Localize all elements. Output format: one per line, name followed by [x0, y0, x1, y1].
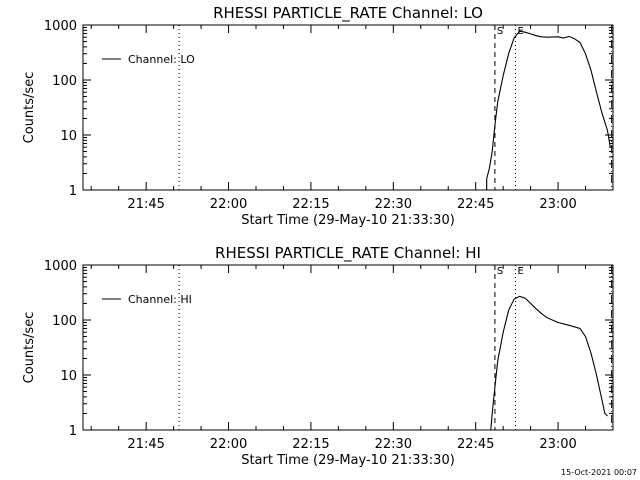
- y-axis-label: Counts/sec: [22, 72, 37, 144]
- chart-panel-hi: RHESSI PARTICLE_RATE Channel: HI Start Ti…: [22, 244, 614, 468]
- time-marker-label: S: [497, 26, 503, 37]
- legend-label: Channel: HI: [128, 293, 192, 306]
- time-marker-label: S: [497, 266, 503, 277]
- y-tick-label: 1: [69, 424, 77, 439]
- x-tick-label: 22:45: [457, 437, 494, 452]
- chart-panel-lo: RHESSI PARTICLE_RATE Channel: LO Start Ti…: [22, 4, 614, 228]
- chart-title: RHESSI PARTICLE_RATE Channel: HI: [215, 244, 481, 263]
- plot-frame: [82, 264, 614, 431]
- time-marker-label: E: [518, 266, 524, 277]
- y-tick-label: 100: [52, 314, 77, 329]
- x-tick-label: 23:00: [539, 197, 576, 212]
- plot-frame: [82, 24, 614, 191]
- y-tick-label: 10: [60, 369, 77, 384]
- chart-title: RHESSI PARTICLE_RATE Channel: LO: [213, 4, 483, 23]
- x-tick-label: 22:15: [292, 197, 329, 212]
- x-tick-label: 21:45: [127, 197, 164, 212]
- x-tick-label: 22:00: [210, 437, 247, 452]
- x-tick-label: 22:00: [210, 197, 247, 212]
- y-tick-label: 10: [60, 129, 77, 144]
- y-tick-label: 1: [69, 184, 77, 199]
- y-tick-label: 1000: [44, 19, 77, 34]
- x-tick-label: 22:45: [457, 197, 494, 212]
- x-tick-label: 21:45: [127, 437, 164, 452]
- y-axis-label: Counts/sec: [22, 312, 37, 384]
- x-tick-label: 23:00: [539, 437, 576, 452]
- x-tick-label: 22:30: [375, 197, 412, 212]
- series-line: [486, 30, 611, 190]
- x-tick-label: 22:30: [375, 437, 412, 452]
- y-tick-label: 1000: [44, 259, 77, 274]
- legend-label: Channel: LO: [128, 53, 195, 66]
- footer-timestamp: 15-Oct-2021 00:07: [561, 468, 637, 477]
- y-tick-label: 100: [52, 74, 77, 89]
- x-axis-label: Start Time (29-May-10 21:33:30): [241, 453, 455, 468]
- series-line: [490, 295, 608, 431]
- x-tick-label: 22:15: [292, 437, 329, 452]
- x-axis-label: Start Time (29-May-10 21:33:30): [241, 213, 455, 228]
